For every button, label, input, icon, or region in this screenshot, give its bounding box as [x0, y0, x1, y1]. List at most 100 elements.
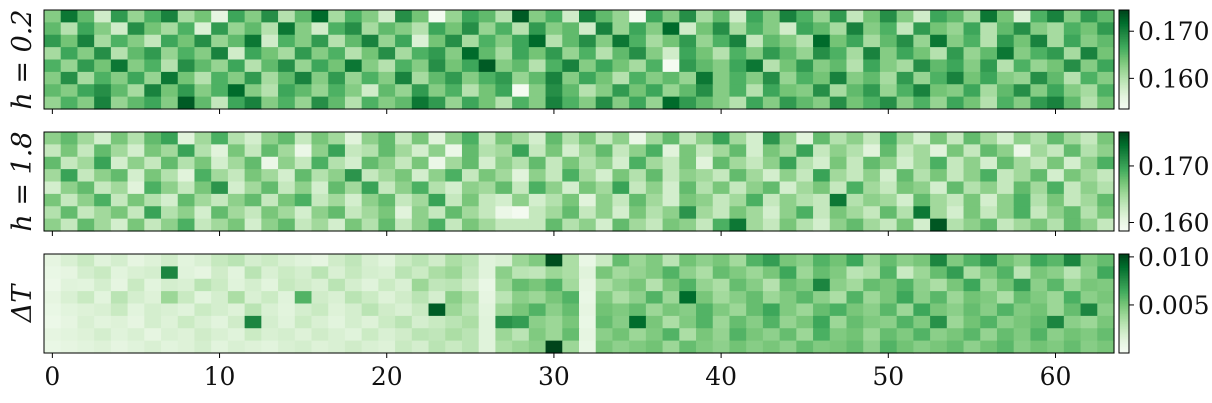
colorbar-segment: [1119, 176, 1129, 179]
heatmap-cell: [428, 328, 446, 342]
heatmap-cell: [779, 193, 797, 207]
heatmap-cell: [278, 303, 296, 317]
heatmap-cell: [746, 340, 764, 354]
heatmap-cell: [161, 132, 179, 145]
heatmap-cell: [294, 169, 313, 183]
heatmap-cell: [946, 132, 965, 145]
heatmap-cell: [679, 34, 697, 48]
heatmap-cell: [211, 218, 229, 232]
heatmap-cell: [177, 206, 196, 220]
heatmap-cell: [378, 22, 396, 36]
colorbar-segment: [1119, 85, 1129, 89]
heatmap-cell: [746, 10, 764, 23]
heatmap-cell: [44, 71, 62, 85]
heatmap-cell: [294, 156, 313, 170]
heatmap-cell: [461, 340, 480, 354]
heatmap-cell: [177, 303, 196, 317]
heatmap-cell: [227, 22, 246, 36]
heatmap-cell: [779, 22, 797, 36]
heatmap-cell: [1097, 96, 1115, 110]
heatmap-cell: [930, 10, 948, 23]
heatmap-cell: [411, 84, 430, 98]
heatmap-cell: [528, 206, 547, 220]
heatmap-cell: [1063, 254, 1082, 267]
heatmap-cell: [378, 278, 396, 292]
heatmap-cell: [612, 206, 630, 220]
heatmap-cell: [1030, 303, 1048, 317]
heatmap-cell: [461, 254, 480, 267]
heatmap-cell: [729, 303, 747, 317]
colorbar-segment: [1119, 267, 1129, 270]
heatmap-cell: [746, 71, 764, 85]
heatmap-cell: [846, 71, 864, 85]
heatmap-cell: [629, 206, 647, 220]
heatmap-cell: [746, 59, 764, 73]
heatmap-cell: [980, 169, 998, 183]
heatmap-cell: [411, 10, 430, 23]
heatmap-cell: [278, 144, 296, 158]
heatmap-cell: [127, 303, 145, 317]
colorbar-segment: [1119, 316, 1129, 319]
heatmap-cell: [1063, 59, 1082, 73]
heatmap-cell: [545, 315, 563, 329]
heatmap-cell: [930, 156, 948, 170]
heatmap-cell: [913, 291, 931, 305]
heatmap-cell: [679, 218, 697, 232]
heatmap-cell: [294, 266, 313, 280]
heatmap-cell: [813, 315, 831, 329]
heatmap-cell: [629, 156, 647, 170]
heatmap-cell: [328, 340, 346, 354]
heatmap-cell: [194, 303, 212, 317]
heatmap-cell: [562, 266, 580, 280]
heatmap-cell: [445, 218, 463, 232]
heatmap-cell: [445, 254, 463, 267]
heatmap-cell: [930, 340, 948, 354]
colorbar-tick-label: 0.010: [1138, 243, 1210, 272]
heatmap-cell: [1030, 10, 1048, 23]
colorbar-segment: [1119, 102, 1129, 105]
heatmap-cell: [411, 254, 430, 267]
heatmap-cell: [1013, 84, 1032, 98]
heatmap-cell: [478, 206, 497, 220]
colorbar-segment: [1119, 95, 1129, 99]
heatmap-cell: [44, 303, 62, 317]
heatmap-cell: [1047, 84, 1065, 98]
heatmap-cell: [1030, 22, 1048, 36]
heatmap-cell: [746, 266, 764, 280]
heatmap-cell: [512, 34, 530, 48]
heatmap-cell: [378, 291, 396, 305]
heatmap-cell: [211, 328, 229, 342]
colorbar-segment: [1119, 62, 1129, 66]
colorbar-segment: [1119, 133, 1129, 136]
heatmap-cell: [294, 10, 313, 23]
heatmap-cell: [495, 181, 513, 195]
heatmap-cell: [161, 291, 179, 305]
heatmap-cell: [261, 156, 279, 170]
heatmap-cell: [177, 59, 196, 73]
heatmap-cell: [110, 278, 129, 292]
colorbar-segment: [1119, 221, 1129, 224]
heatmap-cell: [545, 303, 563, 317]
heatmap-cell: [461, 328, 480, 342]
heatmap-cell: [679, 132, 697, 145]
heatmap-cell: [194, 278, 212, 292]
heatmap-cell: [495, 10, 513, 23]
colorbar-segment: [1119, 331, 1129, 334]
heatmap-cell: [395, 59, 413, 73]
heatmap-cell: [528, 266, 547, 280]
heatmap-cell: [77, 303, 95, 317]
heatmap-cell: [244, 328, 262, 342]
heatmap-cell: [161, 22, 179, 36]
heatmap-cell: [545, 34, 563, 48]
heatmap-cell: [662, 254, 680, 267]
heatmap-cell: [528, 10, 547, 23]
heatmap-cell: [1080, 278, 1098, 292]
heatmap-cell: [445, 156, 463, 170]
heatmap-cell: [746, 206, 764, 220]
colorbar-segment: [1119, 285, 1129, 288]
heatmap-cell: [712, 144, 731, 158]
heatmap-cell: [946, 266, 965, 280]
heatmap-cell: [378, 96, 396, 110]
heatmap-cell: [378, 71, 396, 85]
heatmap-cell: [996, 144, 1015, 158]
